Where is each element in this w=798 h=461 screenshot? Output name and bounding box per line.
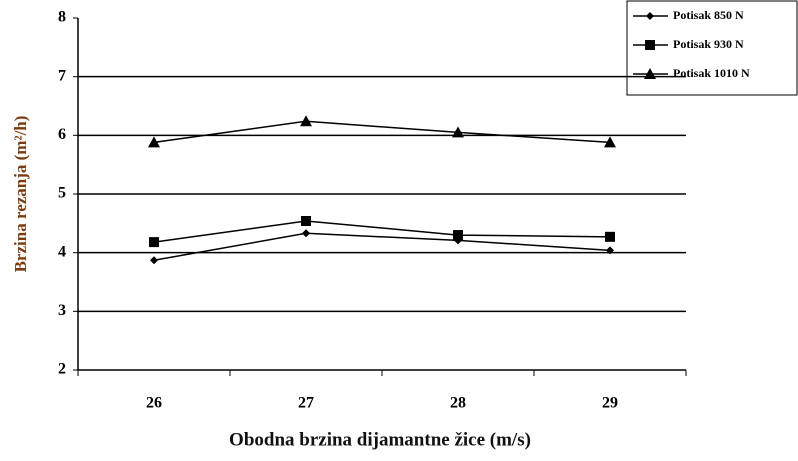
- legend-label: Potisak 930 N: [673, 37, 744, 51]
- x-tick-label: 28: [450, 395, 466, 412]
- legend-item: Potisak 930 N: [633, 37, 744, 51]
- x-tick-label: 29: [602, 395, 618, 412]
- marker: [301, 215, 311, 226]
- marker: [645, 40, 655, 50]
- marker: [453, 230, 463, 241]
- marker: [148, 136, 160, 148]
- marker: [604, 136, 616, 148]
- series-line: [153, 120, 611, 144]
- y-tick-label: 3: [58, 302, 66, 319]
- marker: [150, 256, 158, 265]
- series-line: [153, 232, 611, 262]
- x-axis-label: Obodna brzina dijamantne žice (m/s): [229, 429, 531, 450]
- marker: [646, 12, 654, 20]
- y-tick-label: 8: [58, 9, 66, 26]
- x-tick-label: 26: [146, 395, 162, 412]
- marker: [644, 68, 656, 79]
- series-line: [153, 220, 611, 243]
- y-tick-label: 5: [58, 185, 66, 202]
- marker: [149, 237, 159, 248]
- marker: [452, 126, 464, 138]
- marker: [606, 246, 614, 255]
- legend-label: Potisak 850 N: [673, 8, 744, 22]
- y-axis-label: Brzina rezanja (m²/h): [11, 116, 30, 273]
- x-tick-label: 27: [298, 395, 314, 412]
- y-tick-label: 2: [58, 361, 66, 378]
- marker: [302, 229, 310, 238]
- y-tick-label: 7: [58, 67, 66, 84]
- legend-label: Potisak 1010 N: [673, 66, 750, 80]
- marker: [605, 231, 615, 242]
- legend-item: Potisak 850 N: [633, 8, 744, 22]
- y-tick-label: 4: [58, 243, 66, 260]
- marker: [300, 115, 312, 127]
- legend-item: Potisak 1010 N: [633, 66, 750, 80]
- y-tick-label: 6: [58, 126, 66, 143]
